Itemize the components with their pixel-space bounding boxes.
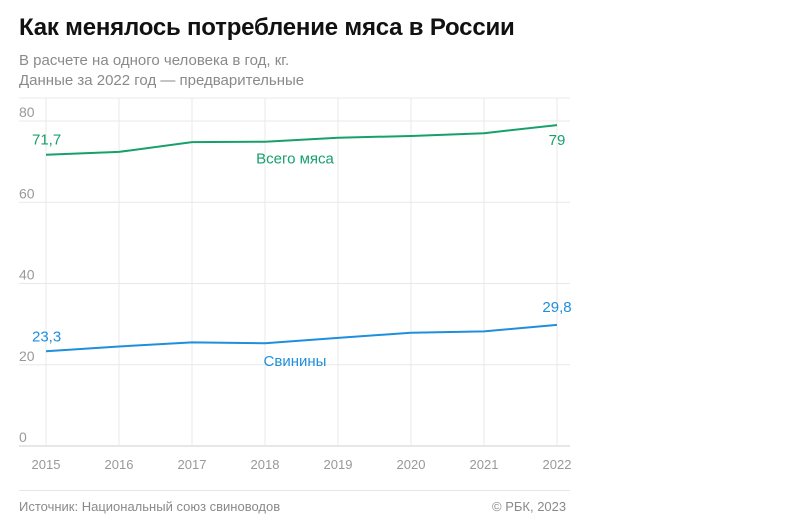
x-tick-label: 2022 [543, 457, 572, 472]
chart-note: Данные за 2022 год — предварительные [19, 72, 305, 89]
y-tick-label: 80 [19, 104, 35, 120]
y-tick-label: 20 [19, 348, 35, 364]
x-tick-label: 2015 [32, 457, 61, 472]
y-tick-label: 60 [19, 185, 35, 201]
series-line-1 [45, 124, 558, 156]
series-start-label: 71,7 [32, 132, 61, 149]
chart-subtitle: В расчете на одного человека в год, кг. [19, 52, 290, 69]
x-tick-label: 2020 [397, 457, 426, 472]
x-tick-label: 2019 [324, 457, 353, 472]
y-tick-label: 40 [19, 267, 35, 283]
source-note: Источник: Национальный союз свиноводов [19, 499, 281, 514]
x-tick-label: 2017 [178, 457, 207, 472]
series-start-label: 23,3 [32, 328, 61, 345]
chart-title: Как менялось потребление мяса в России [19, 14, 515, 41]
series-end-label: 79 [549, 132, 566, 149]
y-tick-label: 0 [19, 429, 27, 445]
line-chart: 0 20 40 60 80 2015 2016 2017 2018 2019 2020 2021 202… [19, 97, 572, 472]
series-name-label: Всего мяса [256, 151, 334, 168]
series-line-2 [45, 323, 558, 353]
series-end-label: 29,8 [542, 299, 571, 316]
copyright: © РБК, 2023 [492, 499, 567, 514]
footer-divider [19, 490, 570, 491]
x-tick-label: 2018 [251, 457, 280, 472]
series-name-label: Свинины [264, 353, 327, 370]
x-tick-label: 2021 [470, 457, 499, 472]
x-tick-label: 2016 [105, 457, 134, 472]
